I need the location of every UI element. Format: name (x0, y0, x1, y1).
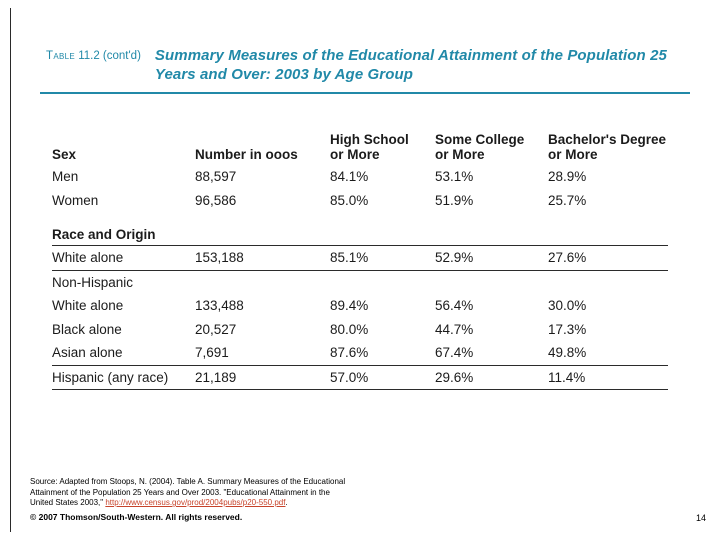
source-line3-suffix: . (285, 498, 288, 507)
cell-label: Non-Hispanic (52, 274, 134, 290)
cell-somecollege: 52.9% (435, 250, 474, 266)
cell-label: Hispanic (any race) (52, 369, 169, 385)
table-row-white-alone: White alone 153,188 85.1% 52.9% 27.6% (52, 246, 668, 271)
cell-number: 21,189 (195, 369, 237, 385)
cell-highschool: 85.0% (330, 192, 369, 208)
column-header-somecollege: Some College or More (435, 132, 548, 162)
source-line1: Source: Adapted from Stoops, N. (2004). … (30, 477, 346, 486)
table-label-number: 11.2 (cont'd) (78, 50, 141, 62)
cell-bachelors: 28.9% (548, 169, 587, 185)
table-row-women: Women 96,586 85.0% 51.9% 25.7% (52, 189, 668, 213)
cell-bachelors: 49.8% (548, 345, 587, 361)
column-header-highschool-line2: or More (330, 147, 380, 162)
cell-bachelors: 17.3% (548, 321, 587, 337)
cell-number: 133,488 (195, 298, 244, 314)
column-header-somecollege-line2: or More (435, 147, 485, 162)
attainment-table: Sex Number in ooos High School or More S… (52, 116, 668, 390)
column-header-highschool: High School or More (330, 132, 435, 162)
cell-label: Black alone (52, 321, 122, 337)
cell-somecollege: 51.9% (435, 192, 474, 208)
cell-highschool: 80.0% (330, 321, 369, 337)
cell-somecollege: 56.4% (435, 298, 474, 314)
source-line3-prefix: United States 2003," (30, 498, 106, 507)
cell-bachelors: 30.0% (548, 298, 587, 314)
section-race-and-origin: Race and Origin (52, 223, 668, 246)
source-line3: United States 2003," http://www.census.g… (30, 498, 450, 509)
cell-highschool: 89.4% (330, 298, 369, 314)
cell-somecollege: 53.1% (435, 169, 474, 185)
table-row-non-hispanic: Non-Hispanic (52, 271, 668, 295)
cell-bachelors: 25.7% (548, 192, 587, 208)
cell-label: Men (52, 169, 79, 185)
cell-highschool: 85.1% (330, 250, 369, 266)
cell-number: 96,586 (195, 192, 237, 208)
column-header-sex: Sex (52, 147, 77, 162)
cell-label: White alone (52, 298, 124, 314)
cell-number: 20,527 (195, 321, 237, 337)
cell-label: Women (52, 192, 99, 208)
slide-left-border (10, 8, 11, 532)
cell-number: 153,188 (195, 250, 244, 266)
column-header-somecollege-line1: Some College (435, 132, 525, 147)
census-pdf-link[interactable]: http://www.census.gov/prod/2004pubs/p20-… (105, 498, 286, 507)
slide-header: Table 11.2 (cont'd) Summary Measures of … (46, 47, 667, 84)
column-header-bachelors: Bachelor's Degree or More (548, 132, 668, 162)
cell-bachelors: 27.6% (548, 250, 587, 266)
cell-label: White alone (52, 250, 124, 266)
table-number-label: Table 11.2 (cont'd) (46, 47, 141, 62)
column-header-number: Number in ooos (195, 147, 298, 162)
table-row-hispanic: Hispanic (any race) 21,189 57.0% 29.6% 1… (52, 366, 668, 390)
table-label-word: Table (46, 50, 75, 62)
table-row-men: Men 88,597 84.1% 53.1% 28.9% (52, 165, 668, 189)
table-header-row: Sex Number in ooos High School or More S… (52, 116, 668, 165)
column-header-bachelors-line1: Bachelor's Degree (548, 132, 667, 147)
cell-number: 88,597 (195, 169, 237, 185)
slide-title-line1: Summary Measures of the Educational Atta… (154, 47, 667, 64)
cell-somecollege: 44.7% (435, 321, 474, 337)
cell-somecollege: 29.6% (435, 369, 474, 385)
cell-highschool: 84.1% (330, 169, 369, 185)
cell-label: Asian alone (52, 345, 123, 361)
table-row-black-alone: Black alone 20,527 80.0% 44.7% 17.3% (52, 318, 668, 342)
cell-somecollege: 67.4% (435, 345, 474, 361)
header-divider-rule (40, 92, 690, 94)
table-row-asian-alone: Asian alone 7,691 87.6% 67.4% 49.8% (52, 341, 668, 366)
table-row-white-alone-non-hispanic: White alone 133,488 89.4% 56.4% 30.0% (52, 294, 668, 318)
slide-title: Summary Measures of the Educational Atta… (155, 47, 667, 84)
cell-highschool: 57.0% (330, 369, 369, 385)
source-line2: Attainment of the Population 25 Years an… (30, 487, 330, 497)
column-header-bachelors-line2: or More (548, 147, 598, 162)
cell-bachelors: 11.4% (548, 369, 586, 385)
copyright-notice: © 2007 Thomson/South-Western. All rights… (30, 512, 243, 522)
column-header-highschool-line1: High School (330, 132, 409, 147)
cell-number: 7,691 (195, 345, 229, 361)
cell-highschool: 87.6% (330, 345, 369, 361)
slide-title-line2: Years and Over: 2003 by Age Group (154, 65, 414, 83)
source-note: Source: Adapted from Stoops, N. (2004). … (30, 477, 450, 509)
page-number: 14 (696, 513, 707, 523)
